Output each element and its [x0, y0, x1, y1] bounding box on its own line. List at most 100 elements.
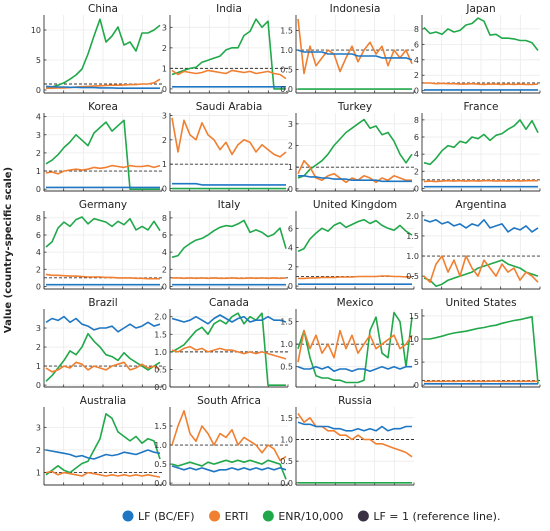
panel-china: China 0 5 10	[31, 3, 163, 95]
panel-title-united-states: United States	[445, 297, 516, 309]
series-erti-india	[171, 69, 287, 80]
series-enr-south-africa	[171, 459, 287, 480]
y-tick-label: 0	[288, 282, 293, 291]
y-tick-label: 6	[162, 231, 167, 240]
panel-turkey: Turkey 0 1 2 3	[288, 101, 415, 194]
series-erti-canada	[171, 345, 287, 360]
grid-russia	[296, 407, 414, 485]
series-erti-france	[423, 179, 538, 183]
panel-united-kingdom: United Kingdom 0 2 4 6	[288, 199, 415, 291]
panel-title-south-africa: South Africa	[197, 395, 261, 407]
y-tick-label: 1.5	[154, 422, 167, 431]
y-tick-label: 8	[414, 25, 419, 34]
y-tick-label: 15	[409, 312, 419, 321]
grid-italy	[170, 211, 288, 289]
series-erti-south-africa	[171, 410, 287, 462]
grid-brazil	[44, 309, 162, 387]
panel-korea: Korea 0 1 2 3 4	[36, 101, 163, 194]
series-lf-russia	[297, 421, 412, 432]
y-tick-label: 0.5	[280, 66, 293, 75]
y-tick-label: 2	[288, 263, 293, 272]
series-lf-saudi-arabia	[172, 182, 286, 186]
y-tick-label: 2	[162, 44, 167, 53]
panel-title-indonesia: Indonesia	[330, 3, 381, 15]
series-enr-mexico	[297, 311, 413, 384]
panel-title-china: China	[88, 3, 118, 15]
series-enr-united-kingdom	[297, 218, 413, 253]
series-lf-south-africa	[171, 465, 287, 473]
panel-japan: Japan 0 2 4 6 8	[414, 3, 541, 96]
series-enr-korea	[45, 119, 160, 190]
series-erti-indonesia	[297, 18, 413, 75]
y-tick-label: 2	[36, 446, 41, 455]
panel-canada: Canada 0.0 0.5 1.0 1.5 2.0	[154, 297, 289, 392]
grid-india	[170, 15, 288, 93]
y-tick-label: 2.0	[154, 313, 167, 322]
series-lf-mexico	[297, 365, 412, 372]
y-tick-label: 1.0	[280, 436, 293, 445]
y-tick-label: 0	[288, 185, 293, 194]
series-enr-germany	[45, 216, 161, 248]
legend-label: LF (BC/EF)	[138, 510, 195, 523]
y-tick-label: 0	[36, 282, 41, 291]
y-tick-label: 2	[36, 265, 41, 274]
panel-title-russia: Russia	[338, 395, 372, 407]
panel-title-korea: Korea	[88, 101, 118, 113]
chart-legend: LF (BC/EF) ERTI ENR/10,000 LF = 1 (referenc…	[122, 510, 500, 523]
panel-italy: Italy 0 2 4 6 8	[162, 199, 289, 291]
y-tick-label: 1.5	[280, 318, 293, 327]
panel-germany: Germany 0 2 4 6 8	[36, 199, 163, 291]
legend-marker	[357, 510, 369, 522]
panel-title-mexico: Mexico	[337, 297, 374, 309]
series-enr-india	[171, 18, 286, 90]
y-tick-label: 0	[162, 282, 167, 291]
panel-australia: Australia 1 2 3	[36, 395, 163, 486]
legend-marker	[122, 510, 134, 522]
panel-title-turkey: Turkey	[337, 101, 372, 113]
series-enr-italy	[171, 219, 287, 259]
y-tick-label: 0.5	[406, 272, 419, 281]
y-tick-label: 1.0	[280, 340, 293, 349]
series-lf-indonesia	[297, 49, 413, 61]
series-lf-china	[45, 85, 160, 89]
y-tick-label: 2.0	[406, 212, 419, 221]
grid-mexico	[296, 309, 414, 387]
grid-canada	[170, 309, 288, 388]
y-tick-label: 6	[288, 224, 293, 233]
y-tick-label: 3	[36, 131, 41, 140]
y-tick-label: 10	[31, 26, 41, 35]
y-tick-label: 3	[36, 324, 41, 333]
y-tick-label: 0.0	[280, 85, 293, 94]
panel-title-india: India	[216, 3, 242, 15]
y-tick-label: 2	[36, 343, 41, 352]
panel-indonesia: Indonesia 0.0 0.5 1.0 1.5	[280, 3, 415, 94]
series-lf-argentina	[423, 219, 539, 233]
chart-panels: China0510India0123Indonesia0.00.51.01.5J…	[31, 3, 541, 488]
panel-brazil: Brazil 0 1 2 3	[36, 297, 163, 390]
y-tick-label: 1.5	[280, 414, 293, 423]
grid-korea	[44, 113, 162, 191]
y-tick-label: 1	[36, 167, 41, 176]
y-tick-label: 3	[162, 23, 167, 32]
legend-item-2: ENR/10,000	[262, 510, 343, 523]
grid-united-states	[422, 309, 540, 387]
y-tick-label: 5	[414, 358, 419, 367]
y-tick-label: 0.0	[280, 479, 293, 488]
y-axis-label: Value (country-specific scale)	[3, 167, 14, 333]
series-erti-japan	[424, 82, 539, 86]
y-tick-label: 1	[162, 160, 167, 169]
y-tick-label: 8	[36, 214, 41, 223]
y-tick-label: 0	[36, 86, 41, 95]
panel-united-states: United States 0 5 10 15	[409, 297, 541, 390]
y-tick-label: 1.0	[154, 348, 167, 357]
panel-argentina: Argentina 0.5 1.0 1.5 2.0	[406, 199, 541, 290]
series-erti-korea	[45, 164, 161, 175]
panel-france: France 0 2 4 6 8	[414, 101, 541, 193]
y-tick-label: 10	[409, 335, 419, 344]
panel-title-united-kingdom: United Kingdom	[313, 199, 397, 211]
panel-russia: Russia 0.0 0.5 1.0 1.5	[280, 395, 415, 488]
panel-title-saudi-arabia: Saudi Arabia	[196, 101, 263, 113]
y-tick-label: 8	[162, 214, 167, 223]
panel-title-brazil: Brazil	[88, 297, 117, 309]
y-tick-label: 4	[288, 244, 293, 253]
